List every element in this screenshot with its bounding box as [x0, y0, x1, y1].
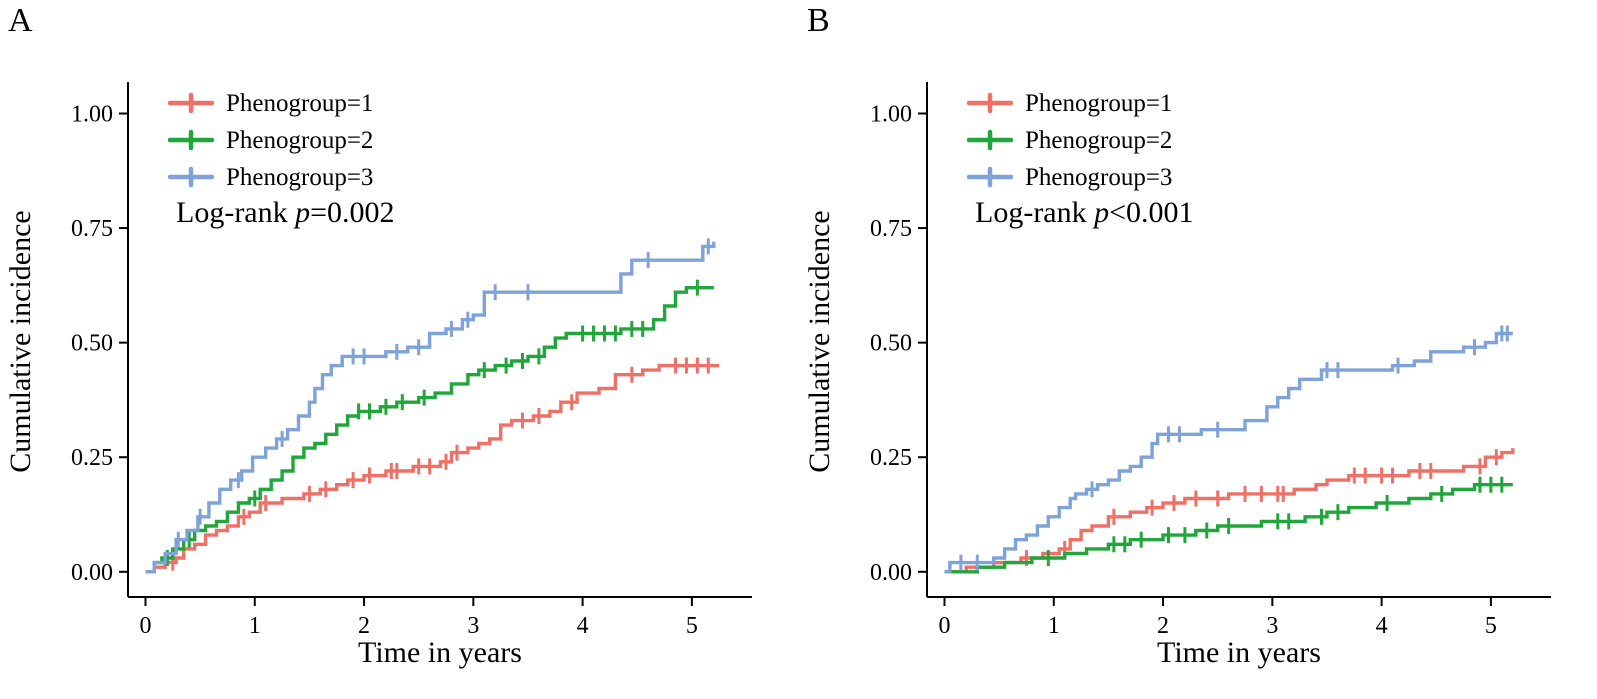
- legend-label: Phenogroup=3: [1025, 163, 1173, 191]
- y-tick-label: 0.25: [870, 445, 912, 471]
- x-tick-label: 4: [577, 613, 589, 639]
- y-tick-label: 1.00: [71, 101, 113, 127]
- panel-B: B 0 1 2 3 4 5 0.00 0.25 0.50 0.75 1.00 Time in year…: [799, 0, 1597, 699]
- curve-phenogroup-2: [145, 286, 714, 574]
- p-value: =0.002: [310, 196, 395, 229]
- legend-item: Phenogroup=3: [967, 160, 1172, 194]
- legend-key-icon: [168, 92, 214, 114]
- x-tick-label: 5: [686, 613, 698, 639]
- x-tick-label: 4: [1376, 613, 1388, 639]
- legend-item: Phenogroup=1: [967, 86, 1172, 120]
- legend-key-icon: [967, 166, 1013, 188]
- logrank-annotation: Log-rank p=0.002: [176, 196, 395, 230]
- logrank-prefix: Log-rank: [176, 196, 296, 229]
- legend-item: Phenogroup=2: [967, 123, 1172, 157]
- x-tick-label: 2: [1157, 613, 1169, 639]
- curve-phenogroup-1: [145, 363, 720, 574]
- y-tick-label: 0.75: [870, 216, 912, 242]
- legend: Phenogroup=1 Phenogroup=2 Phenogroup=3: [967, 86, 1172, 194]
- panel-label: A: [8, 2, 34, 39]
- y-tick-label: 0.00: [870, 560, 912, 586]
- legend-key-icon: [168, 129, 214, 151]
- x-tick-label: 0: [938, 613, 950, 639]
- x-tick-label: 0: [139, 613, 151, 639]
- x-tick-label: 3: [467, 613, 479, 639]
- x-tick-label: 1: [1048, 613, 1060, 639]
- y-tick-label: 0.50: [71, 331, 113, 357]
- curve-phenogroup-1: [944, 448, 1515, 574]
- curve-phenogroup-3: [145, 241, 716, 574]
- x-axis-title: Time in years: [1157, 636, 1321, 669]
- legend-key-icon: [967, 92, 1013, 114]
- survival-chart-B: 0 1 2 3 4 5 0.00 0.25 0.50 0.75 1.00 Time in years C…: [803, 82, 1551, 669]
- legend-label: Phenogroup=1: [1025, 89, 1173, 117]
- y-tick-label: 1.00: [870, 101, 912, 127]
- panel-label: B: [807, 2, 831, 39]
- x-tick-label: 1: [249, 613, 261, 639]
- legend-item: Phenogroup=3: [168, 160, 373, 194]
- legend-key-icon: [967, 129, 1013, 151]
- panel-A: A 0 1 2 3 4 5 0.00 0.25 0.50 0.75 1.00 Time in year…: [0, 0, 798, 699]
- legend-item: Phenogroup=1: [168, 86, 373, 120]
- x-tick-label: 2: [358, 613, 370, 639]
- y-tick-label: 0.00: [71, 560, 113, 586]
- y-axis-title: Cumulative incidence: [4, 210, 37, 472]
- survival-chart-A: 0 1 2 3 4 5 0.00 0.25 0.50 0.75 1.00 Time in years C…: [4, 82, 752, 669]
- legend-label: Phenogroup=2: [1025, 126, 1173, 154]
- y-axis-title: Cumulative incidence: [803, 210, 836, 472]
- p-symbol: p: [1094, 196, 1110, 229]
- legend-key-icon: [168, 166, 214, 188]
- x-axis-title: Time in years: [358, 636, 522, 669]
- curve-phenogroup-3: [944, 331, 1513, 574]
- legend-label: Phenogroup=2: [226, 126, 374, 154]
- x-tick-label: 3: [1266, 613, 1278, 639]
- legend-item: Phenogroup=2: [168, 123, 373, 157]
- logrank-annotation: Log-rank p<0.001: [975, 196, 1194, 230]
- x-tick-label: 5: [1485, 613, 1497, 639]
- p-value: <0.001: [1109, 196, 1194, 229]
- legend-label: Phenogroup=1: [226, 89, 374, 117]
- y-tick-label: 0.50: [870, 331, 912, 357]
- legend-label: Phenogroup=3: [226, 163, 374, 191]
- p-symbol: p: [295, 196, 311, 229]
- y-tick-label: 0.75: [71, 216, 113, 242]
- y-tick-label: 0.25: [71, 445, 113, 471]
- logrank-prefix: Log-rank: [975, 196, 1095, 229]
- legend: Phenogroup=1 Phenogroup=2 Phenogroup=3: [168, 86, 373, 194]
